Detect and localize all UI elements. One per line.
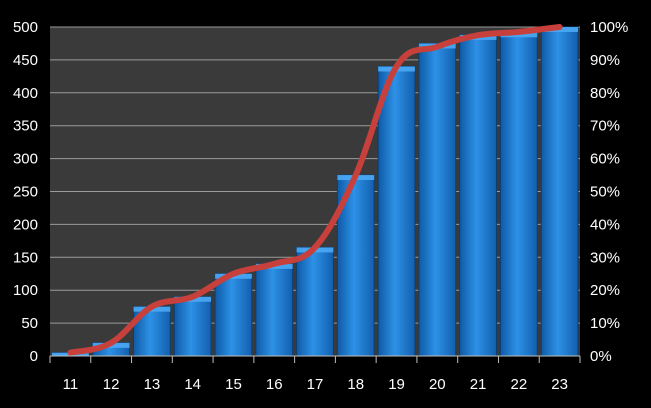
y-right-tick-label: 90% bbox=[590, 52, 620, 69]
bar bbox=[540, 26, 579, 357]
x-tick-label: 19 bbox=[388, 376, 405, 393]
bar bbox=[173, 296, 212, 357]
y-right-tick-label: 40% bbox=[590, 216, 620, 233]
y-left-tick-label: 300 bbox=[13, 151, 38, 168]
y-left-tick-label: 150 bbox=[13, 249, 38, 266]
x-tick-label: 20 bbox=[429, 376, 446, 393]
x-tick-label: 17 bbox=[307, 376, 324, 393]
bar bbox=[255, 263, 294, 357]
x-tick-label: 18 bbox=[347, 376, 364, 393]
x-tick-label: 11 bbox=[63, 376, 79, 393]
y-right-tick-label: 70% bbox=[590, 118, 620, 135]
cumulative-line bbox=[67, 24, 563, 356]
bar bbox=[214, 273, 253, 357]
y-left-tick-label: 0 bbox=[30, 348, 38, 365]
y-right-tick-label: 0% bbox=[590, 348, 612, 365]
x-tick-label: 21 bbox=[470, 376, 487, 393]
x-tick-label: 13 bbox=[144, 376, 161, 393]
y-left-tick-label: 450 bbox=[13, 52, 38, 69]
y-right-tick-label: 80% bbox=[590, 85, 620, 102]
y-left-tick-label: 400 bbox=[13, 85, 38, 102]
y-left-tick-label: 100 bbox=[13, 282, 38, 299]
y-right-tick-label: 60% bbox=[590, 151, 620, 168]
bar bbox=[377, 65, 416, 357]
y-right-tick-label: 10% bbox=[590, 315, 620, 332]
y-right-tick-label: 100% bbox=[590, 19, 628, 36]
x-tick-label: 15 bbox=[225, 376, 242, 393]
y-left-tick-label: 50 bbox=[21, 315, 38, 332]
x-tick-label: 16 bbox=[266, 376, 283, 393]
bar bbox=[418, 42, 457, 357]
bar bbox=[296, 246, 334, 357]
x-tick-label: 23 bbox=[551, 376, 568, 393]
y-left-tick-label: 200 bbox=[13, 216, 38, 233]
y-left-tick-label: 350 bbox=[13, 118, 38, 135]
x-tick-label: 14 bbox=[184, 376, 201, 393]
x-tick-label: 22 bbox=[511, 376, 528, 393]
y-left-tick-label: 250 bbox=[13, 184, 38, 201]
bar bbox=[459, 34, 497, 357]
x-tick-label: 12 bbox=[103, 376, 120, 393]
bar bbox=[499, 31, 538, 357]
y-left-tick-label: 500 bbox=[13, 19, 38, 36]
y-right-tick-label: 20% bbox=[590, 282, 620, 299]
y-right-tick-label: 50% bbox=[590, 184, 620, 201]
y-right-tick-label: 30% bbox=[590, 249, 620, 266]
